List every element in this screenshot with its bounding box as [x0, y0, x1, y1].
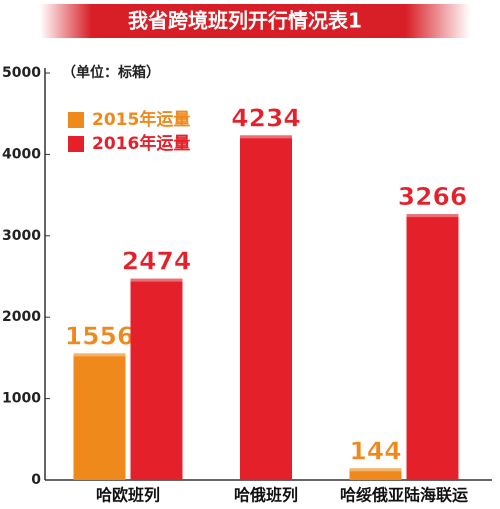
bar	[349, 468, 402, 480]
bar-cap	[130, 278, 183, 282]
data-label: 2474	[122, 247, 192, 276]
x-tick-label: 哈绥俄亚陆海联运	[340, 486, 468, 505]
bar-cap	[73, 353, 126, 357]
y-tick-label: 3000	[2, 228, 41, 244]
data-label: 144	[349, 436, 401, 465]
legend-label: 2015年运量	[92, 109, 190, 130]
y-tick-label: 1000	[2, 391, 41, 407]
y-tick-label: 2000	[2, 309, 41, 325]
data-label: 3266	[398, 182, 468, 211]
bar	[240, 135, 292, 480]
x-tick-label: 哈俄班列	[234, 486, 298, 505]
bar	[130, 278, 183, 480]
y-tick-label: 0	[31, 472, 41, 488]
bar	[406, 214, 459, 481]
bar-cap	[349, 468, 402, 472]
y-tick-label: 4000	[2, 146, 41, 162]
legend-label: 2016年运量	[92, 133, 190, 154]
data-label: 1556	[65, 321, 135, 350]
bar-cap	[240, 135, 292, 139]
subtitle: （单位：标箱）	[62, 64, 160, 81]
legend-swatch	[68, 136, 84, 152]
y-tick-label: 5000	[2, 65, 41, 81]
chart-title: 我省跨境班列开行情况表1	[128, 9, 362, 33]
bar	[73, 353, 126, 480]
title-banner	[40, 4, 470, 38]
x-tick-label: 哈欧班列	[96, 486, 160, 505]
bar-cap	[406, 214, 459, 218]
legend-swatch	[68, 112, 84, 128]
data-label: 4234	[231, 103, 301, 132]
